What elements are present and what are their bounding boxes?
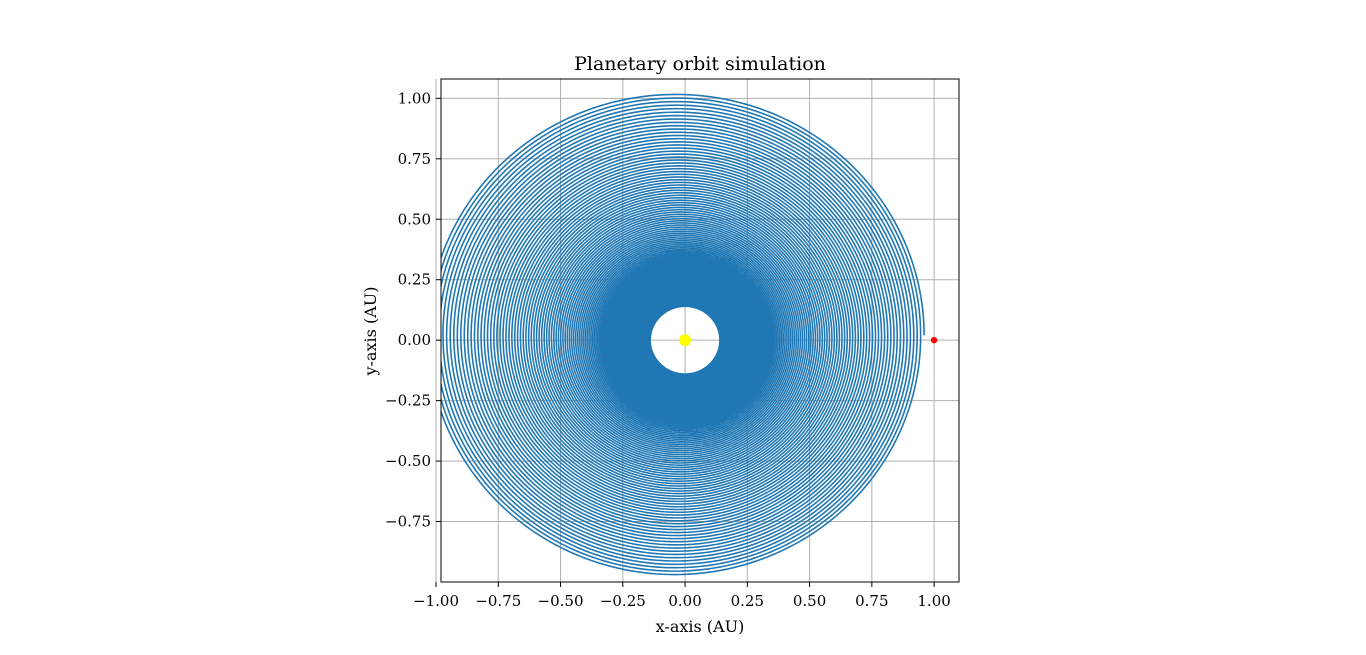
x-tick-label: −0.75 xyxy=(475,592,521,610)
sun-marker xyxy=(679,334,692,347)
y-tick-label: −0.50 xyxy=(385,452,431,470)
x-tick-label: 0.50 xyxy=(793,592,826,610)
x-tick-label: 0.00 xyxy=(668,592,701,610)
x-axis-label: x-axis (AU) xyxy=(656,617,745,636)
chart-title: Planetary orbit simulation xyxy=(574,53,826,75)
y-tick-label: −0.25 xyxy=(385,392,431,410)
y-tick-label: 0.00 xyxy=(398,331,431,349)
y-tick-label: 0.50 xyxy=(398,210,431,228)
x-tick-label: −0.25 xyxy=(600,592,646,610)
markers xyxy=(679,334,938,347)
y-axis-label: y-axis (AU) xyxy=(361,287,380,377)
y-tick-label: 0.75 xyxy=(398,150,431,168)
plot-frame xyxy=(440,78,960,583)
x-tick-label: −1.00 xyxy=(413,592,459,610)
orbit-path xyxy=(441,93,925,576)
orbit-path-group xyxy=(441,93,925,576)
y-tick-label: 1.00 xyxy=(398,89,431,107)
ticks: −1.00 −0.75 −0.50 −0.25 0.00 0.25 0.50 0.75 1.00… xyxy=(385,89,951,610)
x-tick-label: 0.25 xyxy=(731,592,764,610)
planet-marker xyxy=(930,336,938,344)
x-tick-label: 1.00 xyxy=(917,592,950,610)
x-tick-label: 0.75 xyxy=(855,592,888,610)
y-tick-label: −0.75 xyxy=(385,513,431,531)
y-tick-label: 0.25 xyxy=(398,271,431,289)
x-tick-label: −0.50 xyxy=(538,592,584,610)
